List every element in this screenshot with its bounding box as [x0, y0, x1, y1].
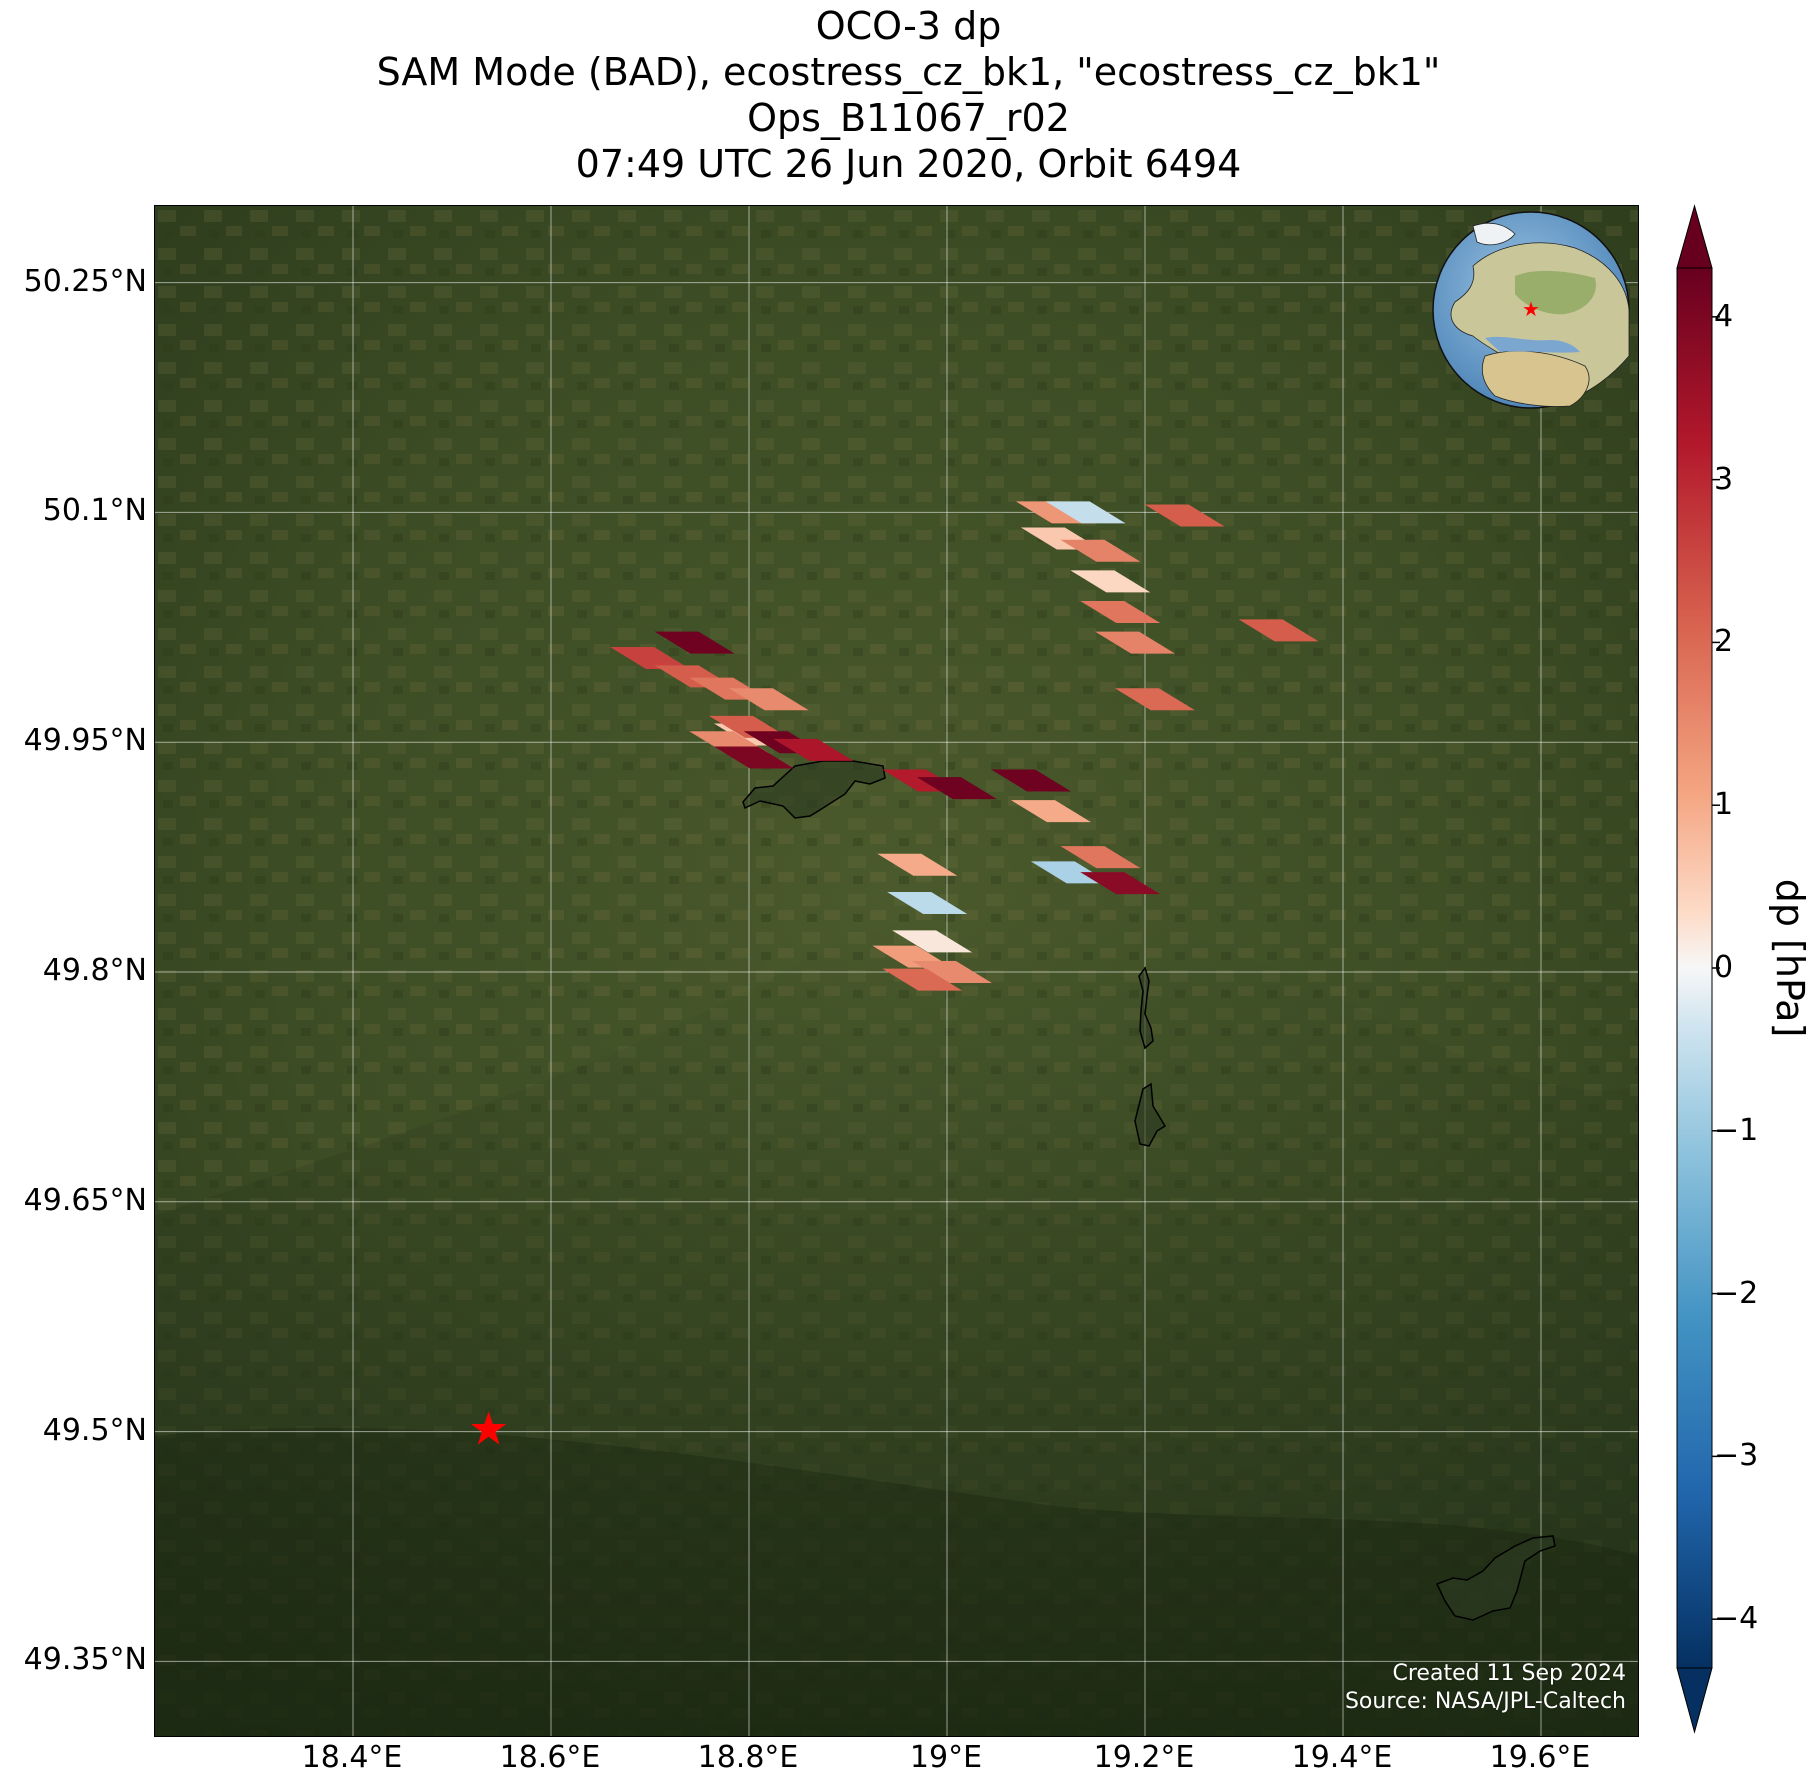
- longitude-tick-label: 19°E: [909, 1740, 983, 1775]
- lake-outline: [742, 760, 886, 819]
- mountain-shading-south: [155, 1427, 1638, 1736]
- colorbar-label: dp [hPa]: [1768, 878, 1812, 1038]
- plot-subtitle-time: 07:49 UTC 26 Jun 2020, Orbit 6494: [575, 142, 1242, 186]
- latitude-tick-label: 49.35°N: [23, 1642, 147, 1678]
- sounding-footprint-4: [728, 688, 809, 711]
- sounding-footprint-30: [1095, 631, 1176, 654]
- globe-mediterranean: [1485, 336, 1580, 353]
- sounding-footprint-29: [1080, 600, 1161, 623]
- colorbar: [1676, 204, 1720, 1734]
- source-credit: Source: NASA/JPL-Caltech: [1344, 1689, 1626, 1714]
- sounding-footprint-33: [1114, 688, 1195, 711]
- colorbar-tick-label: 3: [1714, 461, 1734, 497]
- sounding-footprint-13: [991, 769, 1072, 792]
- latitude-tick-label: 49.95°N: [23, 723, 147, 759]
- latitude-tick-label: 49.5°N: [42, 1412, 147, 1448]
- colorbar-extend-min: [1676, 1667, 1713, 1734]
- longitude-tick-label: 19.4°E: [1291, 1740, 1393, 1775]
- sounding-footprint-31: [1144, 504, 1225, 527]
- target-star: ★: [468, 1402, 509, 1456]
- sounding-footprint-15: [1060, 846, 1141, 869]
- sounding-footprint-19: [887, 892, 968, 915]
- sounding-footprint-18: [877, 853, 958, 876]
- inset-globe: ★: [1432, 211, 1630, 409]
- region-outlines: [742, 760, 1556, 1621]
- colorbar-tick-label: 2: [1714, 624, 1734, 660]
- colorbar-tick-label: 4: [1714, 298, 1734, 334]
- globe-vegetation: [1515, 270, 1596, 315]
- globe-land-africa: [1481, 350, 1590, 407]
- sounding-footprint-12: [916, 777, 997, 800]
- colorbar-extend-max: [1676, 204, 1713, 269]
- colorbar-tick-label: −3: [1714, 1438, 1759, 1474]
- globe-greenland: [1472, 222, 1516, 246]
- map-canvas: ★ ★: [155, 206, 1638, 1736]
- sounding-footprint-2: [654, 631, 735, 654]
- longitude-tick-label: 18.8°E: [697, 1740, 799, 1775]
- sounding-footprint-32: [1238, 619, 1319, 642]
- longitude-tick-label: 18.6°E: [499, 1740, 601, 1775]
- reservoir-outline-2: [1134, 1082, 1167, 1147]
- plot-title: OCO-3 dp: [815, 4, 1002, 48]
- longitude-tick-label: 19.2°E: [1093, 1740, 1195, 1775]
- reservoir-outline-1: [1138, 966, 1154, 1050]
- latitude-tick-label: 49.65°N: [23, 1182, 147, 1218]
- longitude-tick-label: 18.4°E: [301, 1740, 403, 1775]
- sounding-footprint-0: [610, 646, 690, 669]
- mountain-shading: [155, 906, 1638, 1736]
- sounding-footprint-14: [1010, 800, 1091, 823]
- reservoir-outline-3: [1435, 1535, 1556, 1621]
- sounding-footprint-23: [882, 968, 963, 991]
- created-date-credit: Created 11 Sep 2024: [1392, 1661, 1627, 1686]
- latitude-tick-label: 50.25°N: [23, 263, 147, 299]
- sounding-footprint-9: [713, 746, 794, 769]
- longitude-tick-label: 19.6°E: [1489, 1740, 1591, 1775]
- colorbar-tick-label: 1: [1714, 787, 1734, 823]
- sounding-footprint-22: [911, 961, 992, 983]
- plot-subtitle-mode: SAM Mode (BAD), ecostress_cz_bk1, "ecost…: [376, 50, 1441, 94]
- sounding-footprint-10: [773, 738, 854, 761]
- colorbar-body: [1676, 267, 1713, 1669]
- latitude-tick-label: 49.8°N: [42, 953, 147, 988]
- sounding-footprint-20: [892, 930, 973, 953]
- map-panel: ★ ★ Created 11 Sep 2024 Source: NASA/JPL…: [154, 205, 1639, 1737]
- colorbar-tick-label: 0: [1714, 950, 1734, 985]
- sounding-footprints: [610, 501, 1319, 991]
- sounding-footprint-17: [1080, 872, 1161, 895]
- latitude-tick-label: 50.1°N: [42, 493, 147, 529]
- sounding-footprint-28: [1070, 570, 1151, 593]
- globe-target-star: ★: [1522, 297, 1540, 321]
- colorbar-tick-label: −4: [1714, 1601, 1759, 1637]
- colorbar-tick-label: −1: [1714, 1112, 1759, 1148]
- target-star-marker: ★: [468, 1402, 509, 1456]
- plot-subtitle-version: Ops_B11067_r02: [747, 96, 1070, 140]
- colorbar-tick-label: −2: [1714, 1275, 1759, 1311]
- sounding-footprint-27: [1060, 539, 1141, 562]
- sounding-footprint-25: [1045, 501, 1126, 524]
